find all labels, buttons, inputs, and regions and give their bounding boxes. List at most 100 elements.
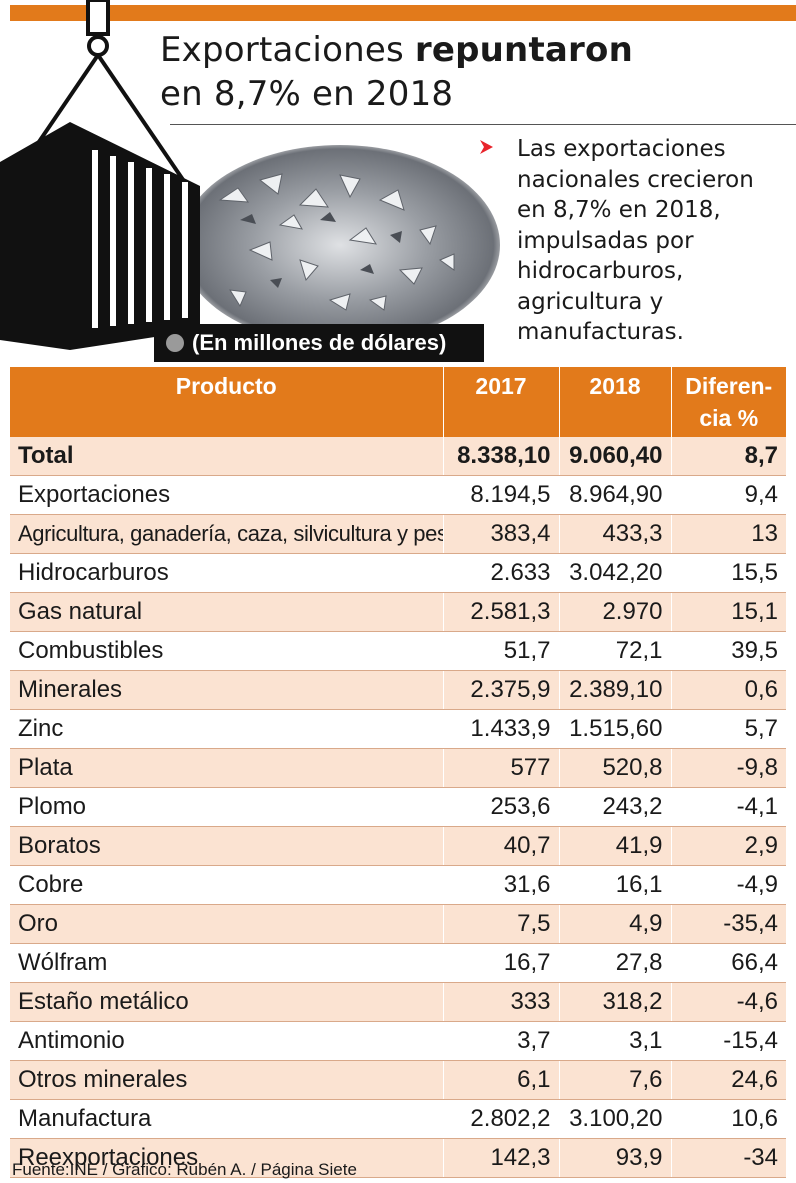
cell-producto: Cobre bbox=[10, 865, 443, 905]
cell-producto: Agricultura, ganadería, caza, silvicultu… bbox=[10, 514, 443, 554]
cell-diferencia: 2,9 bbox=[670, 826, 786, 866]
cell-producto: Otros minerales bbox=[10, 1060, 443, 1100]
cell-diferencia: -4,9 bbox=[670, 865, 786, 905]
cell-diferencia: 0,6 bbox=[670, 670, 786, 710]
cell-diferencia: -15,4 bbox=[670, 1021, 786, 1061]
cell-2017: 6,1 bbox=[442, 1060, 559, 1100]
cell-diferencia: 15,1 bbox=[670, 592, 786, 632]
cell-producto: Reexportaciones bbox=[10, 1138, 443, 1178]
table-row: Exportaciones 8.194,5 8.964,90 9,4 bbox=[10, 475, 786, 515]
cell-producto: Plomo bbox=[10, 787, 443, 827]
cell-diferencia: 10,6 bbox=[670, 1099, 786, 1139]
cell-2017: 1.433,9 bbox=[442, 709, 559, 749]
table-row: Zinc 1.433,9 1.515,60 5,7 bbox=[10, 709, 786, 749]
cell-2018: 520,8 bbox=[558, 748, 671, 788]
shipping-container-icon bbox=[0, 122, 200, 350]
metal-ore-image bbox=[180, 145, 500, 345]
cell-diferencia: 5,7 bbox=[670, 709, 786, 749]
table-row: Total 8.338,10 9.060,40 8,7 bbox=[10, 437, 786, 476]
cell-2017: 8.338,10 bbox=[442, 437, 559, 476]
cell-diferencia: 8,7 bbox=[670, 437, 786, 476]
cell-producto: Oro bbox=[10, 904, 443, 944]
table-header-row: Producto 2017 2018 Diferen-cia % bbox=[10, 367, 786, 437]
header-diferencia: Diferen-cia % bbox=[670, 367, 786, 437]
header-producto: Producto bbox=[10, 367, 443, 437]
cell-2017: 2.633 bbox=[442, 553, 559, 593]
cell-2017: 2.802,2 bbox=[442, 1099, 559, 1139]
cell-2017: 383,4 bbox=[442, 514, 559, 554]
header-2018: 2018 bbox=[558, 367, 671, 437]
cell-2017: 16,7 bbox=[442, 943, 559, 983]
cell-diferencia: -9,8 bbox=[670, 748, 786, 788]
cell-2018: 27,8 bbox=[558, 943, 671, 983]
table-row: Boratos 40,7 41,9 2,9 bbox=[10, 826, 786, 866]
crane-hook-icon bbox=[28, 0, 192, 192]
page-title: Exportaciones repuntaron en 8,7% en 2018 bbox=[160, 30, 633, 114]
summary-text: Las exportaciones nacionales crecieron e… bbox=[517, 136, 754, 345]
top-accent-bar bbox=[10, 5, 796, 21]
table-row: Plomo 253,6 243,2 -4,1 bbox=[10, 787, 786, 827]
cell-2017: 2.581,3 bbox=[442, 592, 559, 632]
cell-producto: Wólfram bbox=[10, 943, 443, 983]
cell-2018: 72,1 bbox=[558, 631, 671, 671]
table-row: Combustibles 51,7 72,1 39,5 bbox=[10, 631, 786, 671]
cell-2017: 142,3 bbox=[442, 1138, 559, 1178]
cell-2018: 2.389,10 bbox=[558, 670, 671, 710]
exports-table: Producto 2017 2018 Diferen-cia % Total 8.… bbox=[10, 367, 786, 1178]
cell-2017: 40,7 bbox=[442, 826, 559, 866]
cell-diferencia: 13 bbox=[670, 514, 786, 554]
cell-2018: 243,2 bbox=[558, 787, 671, 827]
cell-producto: Plata bbox=[10, 748, 443, 788]
cell-2017: 3,7 bbox=[442, 1021, 559, 1061]
table-row: Minerales 2.375,9 2.389,10 0,6 bbox=[10, 670, 786, 710]
table-row: Cobre 31,6 16,1 -4,9 bbox=[10, 865, 786, 905]
cell-2017: 577 bbox=[442, 748, 559, 788]
table-row: Plata 577 520,8 -9,8 bbox=[10, 748, 786, 788]
table-row: Antimonio 3,7 3,1 -15,4 bbox=[10, 1021, 786, 1061]
red-arrow-bullet-icon bbox=[480, 140, 493, 154]
unit-label: (En millones de dólares) bbox=[154, 324, 484, 362]
cell-diferencia: -34 bbox=[670, 1138, 786, 1178]
gray-dot-icon bbox=[166, 334, 184, 352]
cell-2018: 1.515,60 bbox=[558, 709, 671, 749]
table-row: Gas natural 2.581,3 2.970 15,1 bbox=[10, 592, 786, 632]
cell-2018: 7,6 bbox=[558, 1060, 671, 1100]
cell-2018: 2.970 bbox=[558, 592, 671, 632]
cell-producto: Manufactura bbox=[10, 1099, 443, 1139]
cell-diferencia: -4,1 bbox=[670, 787, 786, 827]
cell-2018: 16,1 bbox=[558, 865, 671, 905]
cell-2017: 7,5 bbox=[442, 904, 559, 944]
cell-2018: 3,1 bbox=[558, 1021, 671, 1061]
cell-2018: 3.100,20 bbox=[558, 1099, 671, 1139]
cell-diferencia: 9,4 bbox=[670, 475, 786, 515]
header-2017: 2017 bbox=[442, 367, 559, 437]
table-row: Estaño metálico 333 318,2 -4,6 bbox=[10, 982, 786, 1022]
cell-2017: 51,7 bbox=[442, 631, 559, 671]
cell-producto: Hidrocarburos bbox=[10, 553, 443, 593]
table-row: Reexportaciones 142,3 93,9 -34 bbox=[10, 1138, 786, 1178]
table-row: Oro 7,5 4,9 -35,4 bbox=[10, 904, 786, 944]
cell-2017: 31,6 bbox=[442, 865, 559, 905]
cell-producto: Gas natural bbox=[10, 592, 443, 632]
cell-2018: 9.060,40 bbox=[558, 437, 671, 476]
cell-diferencia: 24,6 bbox=[670, 1060, 786, 1100]
cell-2017: 2.375,9 bbox=[442, 670, 559, 710]
cell-producto: Zinc bbox=[10, 709, 443, 749]
cell-2017: 333 bbox=[442, 982, 559, 1022]
table-row: Wólfram 16,7 27,8 66,4 bbox=[10, 943, 786, 983]
cell-2017: 253,6 bbox=[442, 787, 559, 827]
illustration bbox=[0, 0, 500, 350]
cell-diferencia: 39,5 bbox=[670, 631, 786, 671]
title-divider bbox=[170, 124, 796, 125]
cell-producto: Total bbox=[10, 437, 443, 476]
cell-2018: 4,9 bbox=[558, 904, 671, 944]
cell-2018: 318,2 bbox=[558, 982, 671, 1022]
cell-producto: Boratos bbox=[10, 826, 443, 866]
cell-2018: 93,9 bbox=[558, 1138, 671, 1178]
cell-diferencia: 15,5 bbox=[670, 553, 786, 593]
table-row: Agricultura, ganadería, caza, silvicultu… bbox=[10, 514, 786, 554]
cell-diferencia: -35,4 bbox=[670, 904, 786, 944]
table-row: Manufactura 2.802,2 3.100,20 10,6 bbox=[10, 1099, 786, 1139]
cell-diferencia: 66,4 bbox=[670, 943, 786, 983]
cell-producto: Estaño metálico bbox=[10, 982, 443, 1022]
